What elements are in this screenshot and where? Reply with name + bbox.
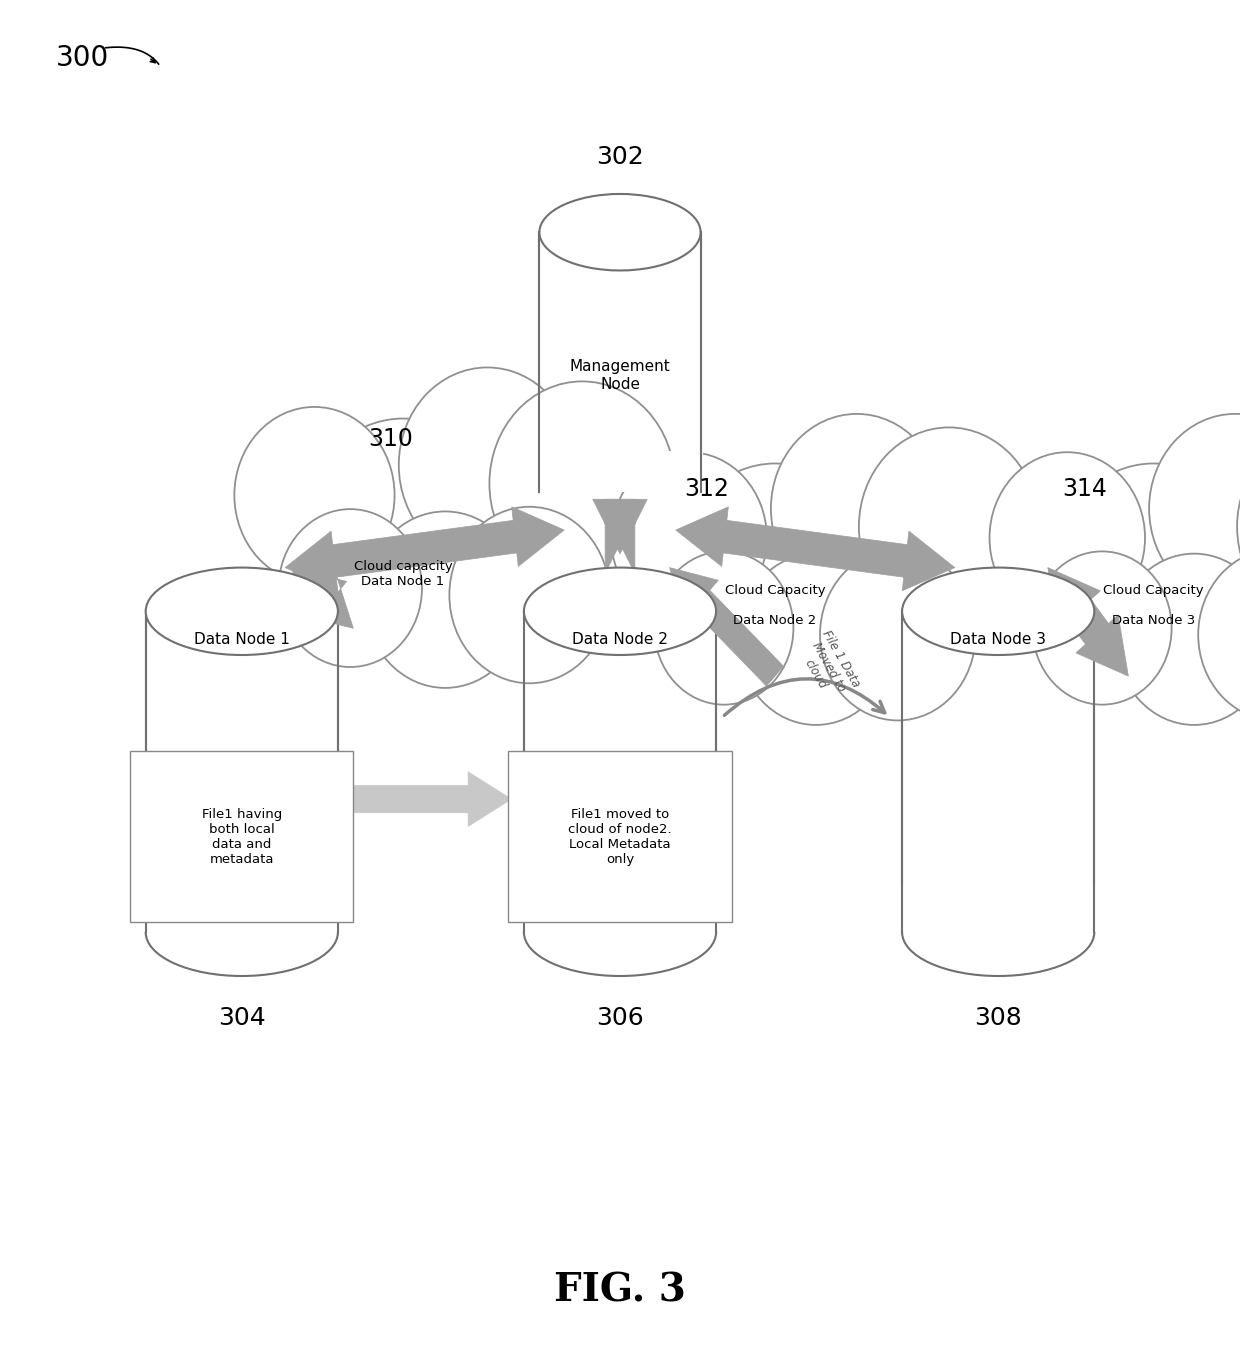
Text: Cloud capacity
Data Node 1: Cloud capacity Data Node 1 — [353, 560, 453, 587]
FancyBboxPatch shape — [508, 751, 732, 922]
Circle shape — [738, 553, 894, 725]
Circle shape — [490, 381, 675, 586]
Polygon shape — [291, 568, 353, 628]
Ellipse shape — [539, 454, 701, 530]
Polygon shape — [676, 507, 955, 590]
Circle shape — [279, 510, 422, 667]
Text: 300: 300 — [56, 44, 109, 71]
Circle shape — [655, 552, 794, 705]
Text: FIG. 3: FIG. 3 — [554, 1272, 686, 1310]
Polygon shape — [285, 507, 564, 590]
Circle shape — [611, 452, 766, 623]
Circle shape — [990, 452, 1145, 623]
Text: Data Node 1: Data Node 1 — [193, 631, 290, 646]
Polygon shape — [903, 612, 1095, 932]
Polygon shape — [146, 612, 337, 932]
Circle shape — [820, 549, 976, 720]
Polygon shape — [523, 612, 717, 932]
Circle shape — [365, 511, 526, 688]
Text: File1 moved to
cloud of node2.
Local Metadata
only: File1 moved to cloud of node2. Local Met… — [568, 809, 672, 866]
Ellipse shape — [903, 889, 1094, 975]
Polygon shape — [539, 232, 701, 492]
Text: 314: 314 — [1063, 477, 1107, 501]
Circle shape — [677, 463, 873, 680]
Circle shape — [1238, 428, 1240, 626]
Text: 312: 312 — [684, 477, 729, 501]
Ellipse shape — [523, 568, 717, 654]
Text: Data Node 3: Data Node 3 — [950, 631, 1047, 646]
Ellipse shape — [146, 889, 337, 975]
Circle shape — [234, 407, 394, 583]
FancyBboxPatch shape — [130, 751, 353, 922]
Text: Management
Node: Management Node — [569, 359, 671, 392]
Text: Data Node 2: Data Node 2 — [572, 631, 668, 646]
Circle shape — [399, 367, 575, 563]
Circle shape — [1149, 414, 1240, 604]
Text: 310: 310 — [368, 426, 413, 451]
Circle shape — [1055, 463, 1240, 680]
Circle shape — [859, 428, 1039, 626]
Circle shape — [1033, 552, 1172, 705]
Polygon shape — [537, 451, 703, 492]
Circle shape — [301, 418, 505, 642]
Ellipse shape — [146, 568, 337, 654]
Circle shape — [771, 414, 942, 604]
Ellipse shape — [523, 889, 717, 975]
Circle shape — [1198, 549, 1240, 720]
Polygon shape — [1048, 568, 1128, 676]
Polygon shape — [351, 772, 511, 826]
Polygon shape — [521, 885, 719, 932]
Text: 304: 304 — [218, 1005, 265, 1030]
Text: Cloud Capacity

Data Node 2: Cloud Capacity Data Node 2 — [724, 583, 826, 627]
Polygon shape — [144, 885, 340, 932]
Text: File 1 Data
Moved to
cloud: File 1 Data Moved to cloud — [794, 628, 863, 705]
Polygon shape — [593, 499, 647, 598]
Text: 308: 308 — [975, 1005, 1022, 1030]
Ellipse shape — [903, 568, 1094, 654]
Polygon shape — [670, 568, 784, 686]
Text: 302: 302 — [596, 145, 644, 169]
Polygon shape — [900, 885, 1096, 932]
Text: Cloud Capacity

Data Node 3: Cloud Capacity Data Node 3 — [1102, 583, 1204, 627]
Ellipse shape — [539, 194, 701, 270]
Text: 306: 306 — [596, 1005, 644, 1030]
Circle shape — [1116, 553, 1240, 725]
Circle shape — [449, 507, 610, 683]
Text: File1 having
both local
data and
metadata: File1 having both local data and metadat… — [202, 809, 281, 866]
